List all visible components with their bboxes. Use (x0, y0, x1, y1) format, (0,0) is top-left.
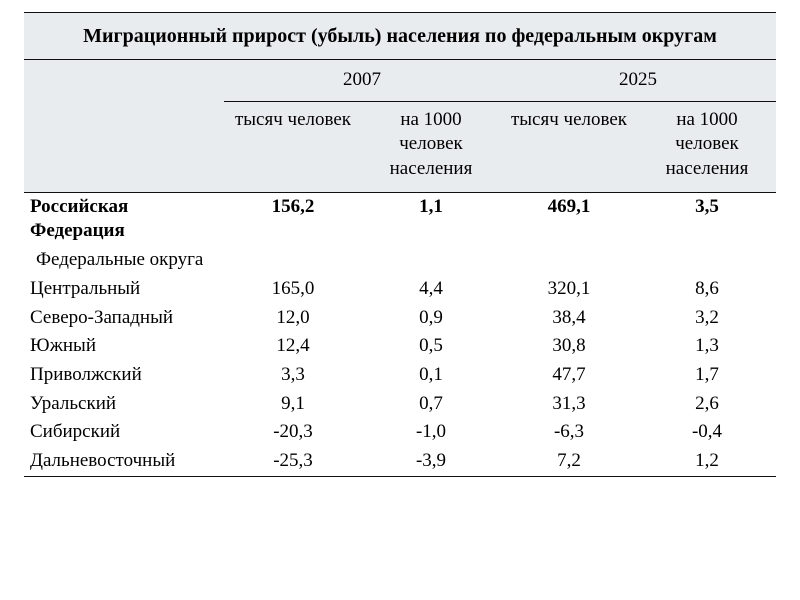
row-name: Дальневосточный (24, 447, 224, 476)
row-v1: -25,3 (224, 447, 362, 476)
row-v2: 0,1 (362, 361, 500, 390)
total-row: Российская Федерация 156,2 1,1 469,1 3,5 (24, 192, 776, 246)
row-name: Сибирский (24, 418, 224, 447)
row-v1: 12,4 (224, 332, 362, 361)
total-v2: 1,1 (362, 192, 500, 246)
subheader-row: тысяч человек на 1000 человек населения … (24, 101, 776, 192)
section-row: Федеральные округа (24, 246, 776, 275)
table-row: Южный 12,4 0,5 30,8 1,3 (24, 332, 776, 361)
row-v2: 0,7 (362, 390, 500, 419)
row-v4: 1,2 (638, 447, 776, 476)
year-2007: 2007 (224, 60, 500, 102)
table-row: Приволжский 3,3 0,1 47,7 1,7 (24, 361, 776, 390)
row-v1: -20,3 (224, 418, 362, 447)
sub-per1000-2: на 1000 человек населения (638, 101, 776, 192)
row-name: Центральный (24, 275, 224, 304)
row-v3: 31,3 (500, 390, 638, 419)
row-name: Уральский (24, 390, 224, 419)
table-row: Дальневосточный -25,3 -3,9 7,2 1,2 (24, 447, 776, 476)
row-v2: 0,9 (362, 304, 500, 333)
sub-thousands-1: тысяч человек (224, 101, 362, 192)
row-v3: 47,7 (500, 361, 638, 390)
table-row: Центральный 165,0 4,4 320,1 8,6 (24, 275, 776, 304)
row-v3: 7,2 (500, 447, 638, 476)
total-v4: 3,5 (638, 192, 776, 246)
row-v3: 38,4 (500, 304, 638, 333)
row-name: Северо-Западный (24, 304, 224, 333)
blank-subheader (24, 101, 224, 192)
row-v3: -6,3 (500, 418, 638, 447)
row-v1: 9,1 (224, 390, 362, 419)
row-v2: 0,5 (362, 332, 500, 361)
section-label: Федеральные округа (24, 246, 224, 275)
row-v3: 320,1 (500, 275, 638, 304)
table-title: Миграционный прирост (убыль) населения п… (24, 13, 776, 60)
row-v4: 1,7 (638, 361, 776, 390)
total-v3: 469,1 (500, 192, 638, 246)
year-header-row: 2007 2025 (24, 60, 776, 102)
table-row: Северо-Западный 12,0 0,9 38,4 3,2 (24, 304, 776, 333)
row-v1: 165,0 (224, 275, 362, 304)
row-v2: -1,0 (362, 418, 500, 447)
row-v4: 1,3 (638, 332, 776, 361)
row-v2: -3,9 (362, 447, 500, 476)
sub-thousands-2: тысяч человек (500, 101, 638, 192)
table-title-row: Миграционный прирост (убыль) населения п… (24, 13, 776, 60)
table-row: Сибирский -20,3 -1,0 -6,3 -0,4 (24, 418, 776, 447)
blank-header (24, 60, 224, 102)
year-2025: 2025 (500, 60, 776, 102)
row-v4: 8,6 (638, 275, 776, 304)
row-v1: 3,3 (224, 361, 362, 390)
row-name: Приволжский (24, 361, 224, 390)
table-row: Уральский 9,1 0,7 31,3 2,6 (24, 390, 776, 419)
total-name: Российская Федерация (24, 192, 224, 246)
row-v4: 2,6 (638, 390, 776, 419)
row-v4: -0,4 (638, 418, 776, 447)
migration-table: Миграционный прирост (убыль) населения п… (24, 12, 776, 477)
row-name: Южный (24, 332, 224, 361)
total-v1: 156,2 (224, 192, 362, 246)
row-v1: 12,0 (224, 304, 362, 333)
row-v2: 4,4 (362, 275, 500, 304)
row-v4: 3,2 (638, 304, 776, 333)
row-v3: 30,8 (500, 332, 638, 361)
sub-per1000-1: на 1000 человек населения (362, 101, 500, 192)
